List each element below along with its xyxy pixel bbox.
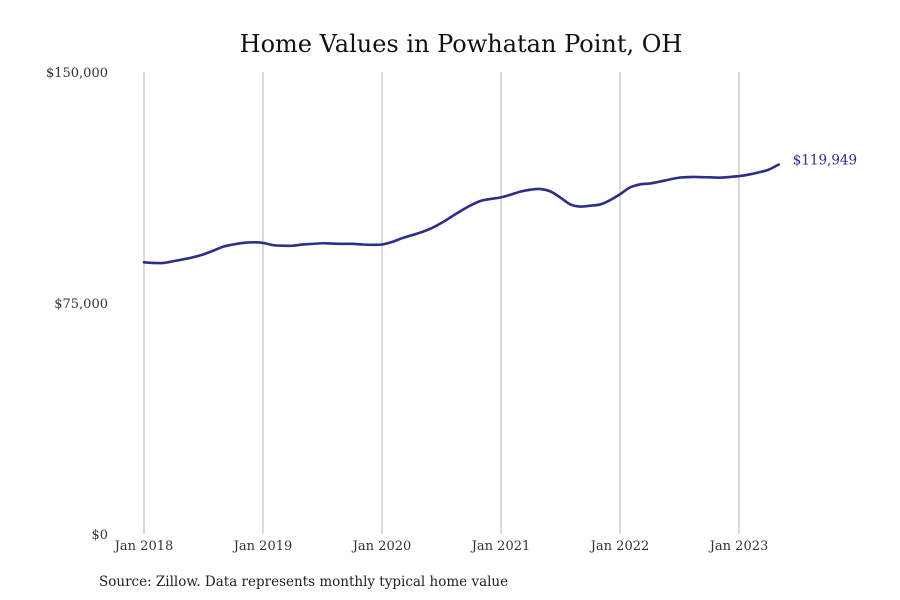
data-point-2018-03 [163, 262, 165, 264]
series-line-0 [142, 163, 780, 265]
x-tick-label-2: Jan 2020 [351, 539, 412, 554]
data-point-2019-04 [292, 245, 294, 247]
data-point-2023-03 [758, 171, 760, 173]
data-point-2022-09 [698, 176, 700, 178]
data-point-2022-10 [708, 176, 710, 178]
data-point-2019-05 [301, 243, 303, 245]
data-point-2019-08 [331, 242, 333, 244]
data-point-2019-09 [341, 243, 343, 245]
data-point-2019-01 [262, 242, 264, 244]
data-point-2018-12 [252, 241, 254, 243]
x-tick-label-1: Jan 2019 [232, 539, 293, 554]
data-point-2020-08 [450, 216, 452, 218]
y-tick-label-0: $0 [91, 528, 108, 543]
data-point-2021-05 [539, 188, 541, 190]
series-layer [142, 163, 780, 265]
x-tick-label-5: Jan 2023 [708, 539, 769, 554]
data-point-2019-11 [361, 243, 363, 245]
data-point-2021-01 [500, 196, 502, 198]
data-point-2018-06 [192, 256, 194, 258]
data-point-2018-08 [212, 249, 214, 251]
data-point-2018-07 [202, 253, 204, 255]
data-point-2021-10 [589, 204, 591, 206]
data-point-2022-06 [668, 178, 670, 180]
data-point-2022-07 [678, 176, 680, 178]
data-point-2019-12 [371, 244, 373, 246]
x-axis-ticks: Jan 2018 Jan 2019 Jan 2020 Jan 2021 Jan 2022… [113, 539, 769, 554]
data-point-2019-07 [321, 242, 323, 244]
y-axis-ticks: $0 $75,000 $150,000 [46, 66, 108, 543]
data-point-2021-04 [530, 188, 532, 190]
data-point-2022-05 [658, 180, 660, 182]
data-point-2020-12 [490, 198, 492, 200]
data-point-2019-02 [272, 244, 274, 246]
data-point-2021-11 [599, 203, 601, 205]
data-point-2021-07 [559, 196, 561, 198]
end-value-label: $119,949 [793, 153, 857, 169]
data-point-2022-03 [639, 183, 641, 185]
data-point-2023-04 [768, 168, 770, 170]
data-point-2023-02 [748, 173, 750, 175]
data-point-2020-11 [480, 200, 482, 202]
data-point-2022-04 [649, 182, 651, 184]
chart-title: Home Values in Powhatan Point, OH [240, 30, 683, 58]
data-point-2019-06 [311, 243, 313, 245]
data-point-2018-11 [242, 242, 244, 244]
data-point-2021-06 [549, 190, 551, 192]
data-point-2021-02 [510, 193, 512, 195]
data-point-2021-09 [579, 205, 581, 207]
data-point-2023-05 [777, 163, 779, 165]
data-point-2021-03 [520, 190, 522, 192]
y-tick-label-1: $75,000 [54, 297, 108, 312]
data-point-2020-09 [460, 209, 462, 211]
data-point-2018-09 [222, 245, 224, 247]
data-point-2018-05 [182, 258, 184, 260]
data-point-2020-05 [420, 231, 422, 233]
data-point-2023-01 [738, 175, 740, 177]
data-point-2022-12 [728, 176, 730, 178]
data-point-2021-08 [569, 203, 571, 205]
data-point-2022-11 [718, 176, 720, 178]
y-tick-label-2: $150,000 [46, 66, 108, 81]
source-note: Source: Zillow. Data represents monthly … [99, 574, 508, 590]
grid-layer [143, 72, 740, 534]
data-point-2018-01 [143, 261, 145, 263]
data-point-2020-07 [440, 222, 442, 224]
data-point-2020-01 [381, 243, 383, 245]
data-point-2021-12 [609, 199, 611, 201]
data-point-2018-10 [232, 243, 234, 245]
x-tick-label-3: Jan 2021 [470, 539, 531, 554]
data-point-2020-06 [430, 227, 432, 229]
data-point-2019-10 [351, 243, 353, 245]
x-tick-label-4: Jan 2022 [589, 539, 650, 554]
data-point-2018-04 [173, 260, 175, 262]
data-point-2020-10 [470, 204, 472, 206]
x-tick-label-0: Jan 2018 [113, 539, 174, 554]
data-point-2022-02 [629, 186, 631, 188]
data-point-2020-03 [401, 237, 403, 239]
data-point-2019-03 [282, 245, 284, 247]
data-point-2022-08 [688, 176, 690, 178]
data-point-2022-01 [619, 193, 621, 195]
data-point-2020-04 [411, 234, 413, 236]
data-point-2018-02 [153, 262, 155, 264]
data-point-2020-02 [391, 241, 393, 243]
